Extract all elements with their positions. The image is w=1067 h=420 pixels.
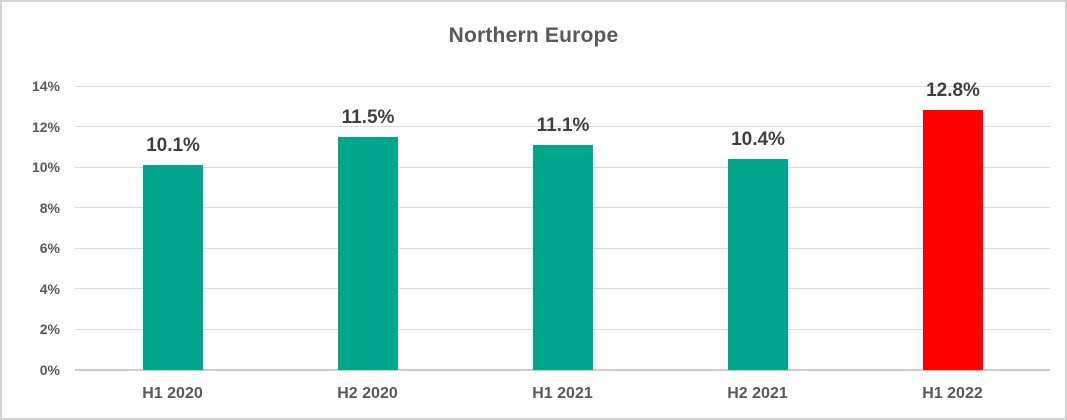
data-label: 12.8% bbox=[926, 80, 980, 101]
x-axis-category-label: H1 2020 bbox=[142, 385, 203, 402]
bar-h2-2020 bbox=[338, 137, 398, 370]
y-axis-tick-label: 6% bbox=[39, 240, 60, 256]
y-axis-tick-label: 10% bbox=[31, 159, 60, 175]
bar-h2-2021 bbox=[728, 159, 788, 370]
x-axis-category-label: H2 2020 bbox=[337, 385, 398, 402]
data-label: 11.1% bbox=[536, 115, 590, 136]
bar-h1-2020 bbox=[143, 165, 203, 370]
y-axis-tick-label: 14% bbox=[31, 78, 60, 94]
data-label: 10.1% bbox=[146, 135, 200, 156]
data-label: 10.4% bbox=[731, 129, 785, 150]
y-axis-tick-label: 12% bbox=[31, 119, 60, 135]
bar-h1-2022 bbox=[923, 110, 983, 370]
x-axis-line bbox=[75, 369, 1050, 371]
gridline bbox=[75, 126, 1050, 127]
y-axis-tick-label: 0% bbox=[39, 362, 60, 378]
gridline bbox=[75, 86, 1050, 87]
data-label: 11.5% bbox=[341, 107, 395, 128]
chart-title: Northern Europe bbox=[448, 24, 619, 47]
y-axis-tick-label: 2% bbox=[39, 321, 60, 337]
x-axis-category-label: H1 2022 bbox=[922, 385, 983, 402]
bar-h1-2021 bbox=[533, 145, 593, 370]
y-axis-tick-label: 8% bbox=[39, 200, 60, 216]
y-axis-tick-label: 4% bbox=[39, 281, 60, 297]
x-axis-category-label: H2 2021 bbox=[727, 385, 788, 402]
x-axis-category-label: H1 2021 bbox=[532, 385, 593, 402]
